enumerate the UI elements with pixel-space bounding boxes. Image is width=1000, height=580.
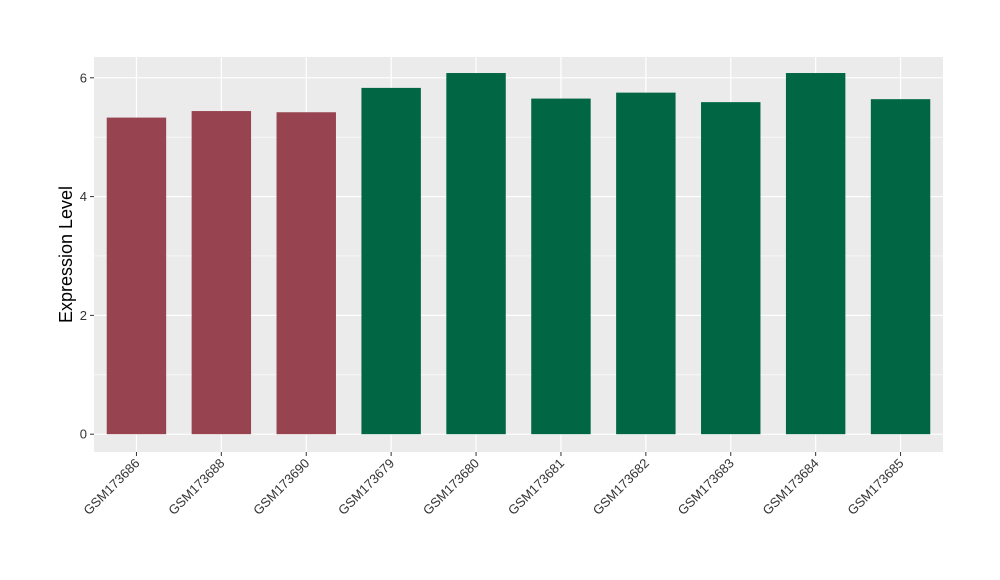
y-tick-label: 6: [80, 70, 87, 85]
x-tick-label: GSM173685: [844, 456, 906, 518]
x-tick-label: GSM173682: [590, 456, 652, 518]
bar-GSM173684: [785, 73, 846, 435]
x-tick-label: GSM173686: [80, 456, 142, 518]
y-tick-label: 4: [80, 189, 87, 204]
y-axis-title: Expression Level: [56, 186, 76, 323]
bar-GSM173680: [446, 73, 506, 435]
bar-GSM173682: [616, 92, 676, 435]
x-tick-label: GSM173681: [505, 456, 567, 518]
bar-GSM173688: [191, 111, 252, 435]
x-tick-label: GSM173679: [335, 456, 397, 518]
bar-GSM173681: [531, 98, 591, 435]
y-tick-label: 0: [80, 427, 87, 442]
y-tick-label: 2: [80, 308, 87, 323]
x-tick-label: GSM173688: [165, 456, 227, 518]
x-axis: GSM173686 GSM173688 GSM173690 GSM173679 GSM1…: [80, 452, 907, 518]
x-tick-label: GSM173690: [250, 456, 312, 518]
bars: [106, 73, 931, 435]
y-axis: 0 2 4 6: [80, 70, 94, 442]
bar-GSM173686: [106, 117, 167, 435]
x-tick-label: GSM173680: [420, 456, 482, 518]
bar-GSM173685: [870, 99, 931, 435]
x-tick-label: GSM173684: [760, 456, 822, 518]
bar-GSM173679: [361, 87, 421, 435]
bar-GSM173690: [276, 112, 336, 435]
x-tick-label: GSM173683: [675, 456, 737, 518]
bar-GSM173683: [701, 102, 761, 435]
